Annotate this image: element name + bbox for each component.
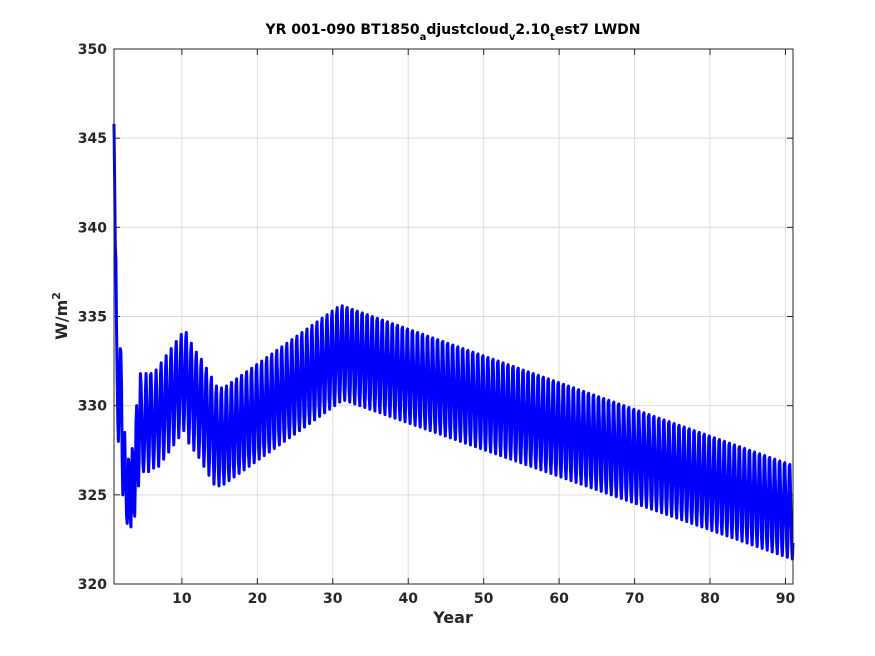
y-tick-label: 320 bbox=[78, 577, 107, 593]
x-tick-label: 40 bbox=[398, 591, 418, 607]
x-axis-label: Year bbox=[432, 608, 473, 627]
x-tick-label: 90 bbox=[776, 591, 796, 607]
chart-title: YR 001-090 BT1850adjustcloudv2.10test7 L… bbox=[265, 22, 641, 43]
x-tick-label: 70 bbox=[625, 591, 645, 607]
series-line-lwdn bbox=[112, 123, 795, 561]
y-tick-label: 325 bbox=[78, 488, 107, 504]
x-tick-label: 10 bbox=[172, 591, 192, 607]
x-tick-label: 50 bbox=[474, 591, 494, 607]
x-tick-label: 60 bbox=[549, 591, 569, 607]
x-tick-label: 80 bbox=[700, 591, 720, 607]
axes-box bbox=[113, 48, 794, 585]
y-tick-label: 335 bbox=[78, 310, 107, 326]
x-tick-label: 20 bbox=[248, 591, 268, 607]
y-tick-label: 330 bbox=[78, 399, 107, 415]
x-tick-label: 30 bbox=[323, 591, 343, 607]
y-tick-label: 340 bbox=[78, 220, 107, 236]
y-tick-label: 350 bbox=[78, 42, 107, 58]
y-axis-label: W/m2 bbox=[50, 292, 71, 340]
tick-labels: 10 20 30 40 50 60 70 80 90 320 325 330 335 340 345 350 bbox=[78, 42, 796, 607]
y-tick-label: 345 bbox=[78, 131, 107, 147]
